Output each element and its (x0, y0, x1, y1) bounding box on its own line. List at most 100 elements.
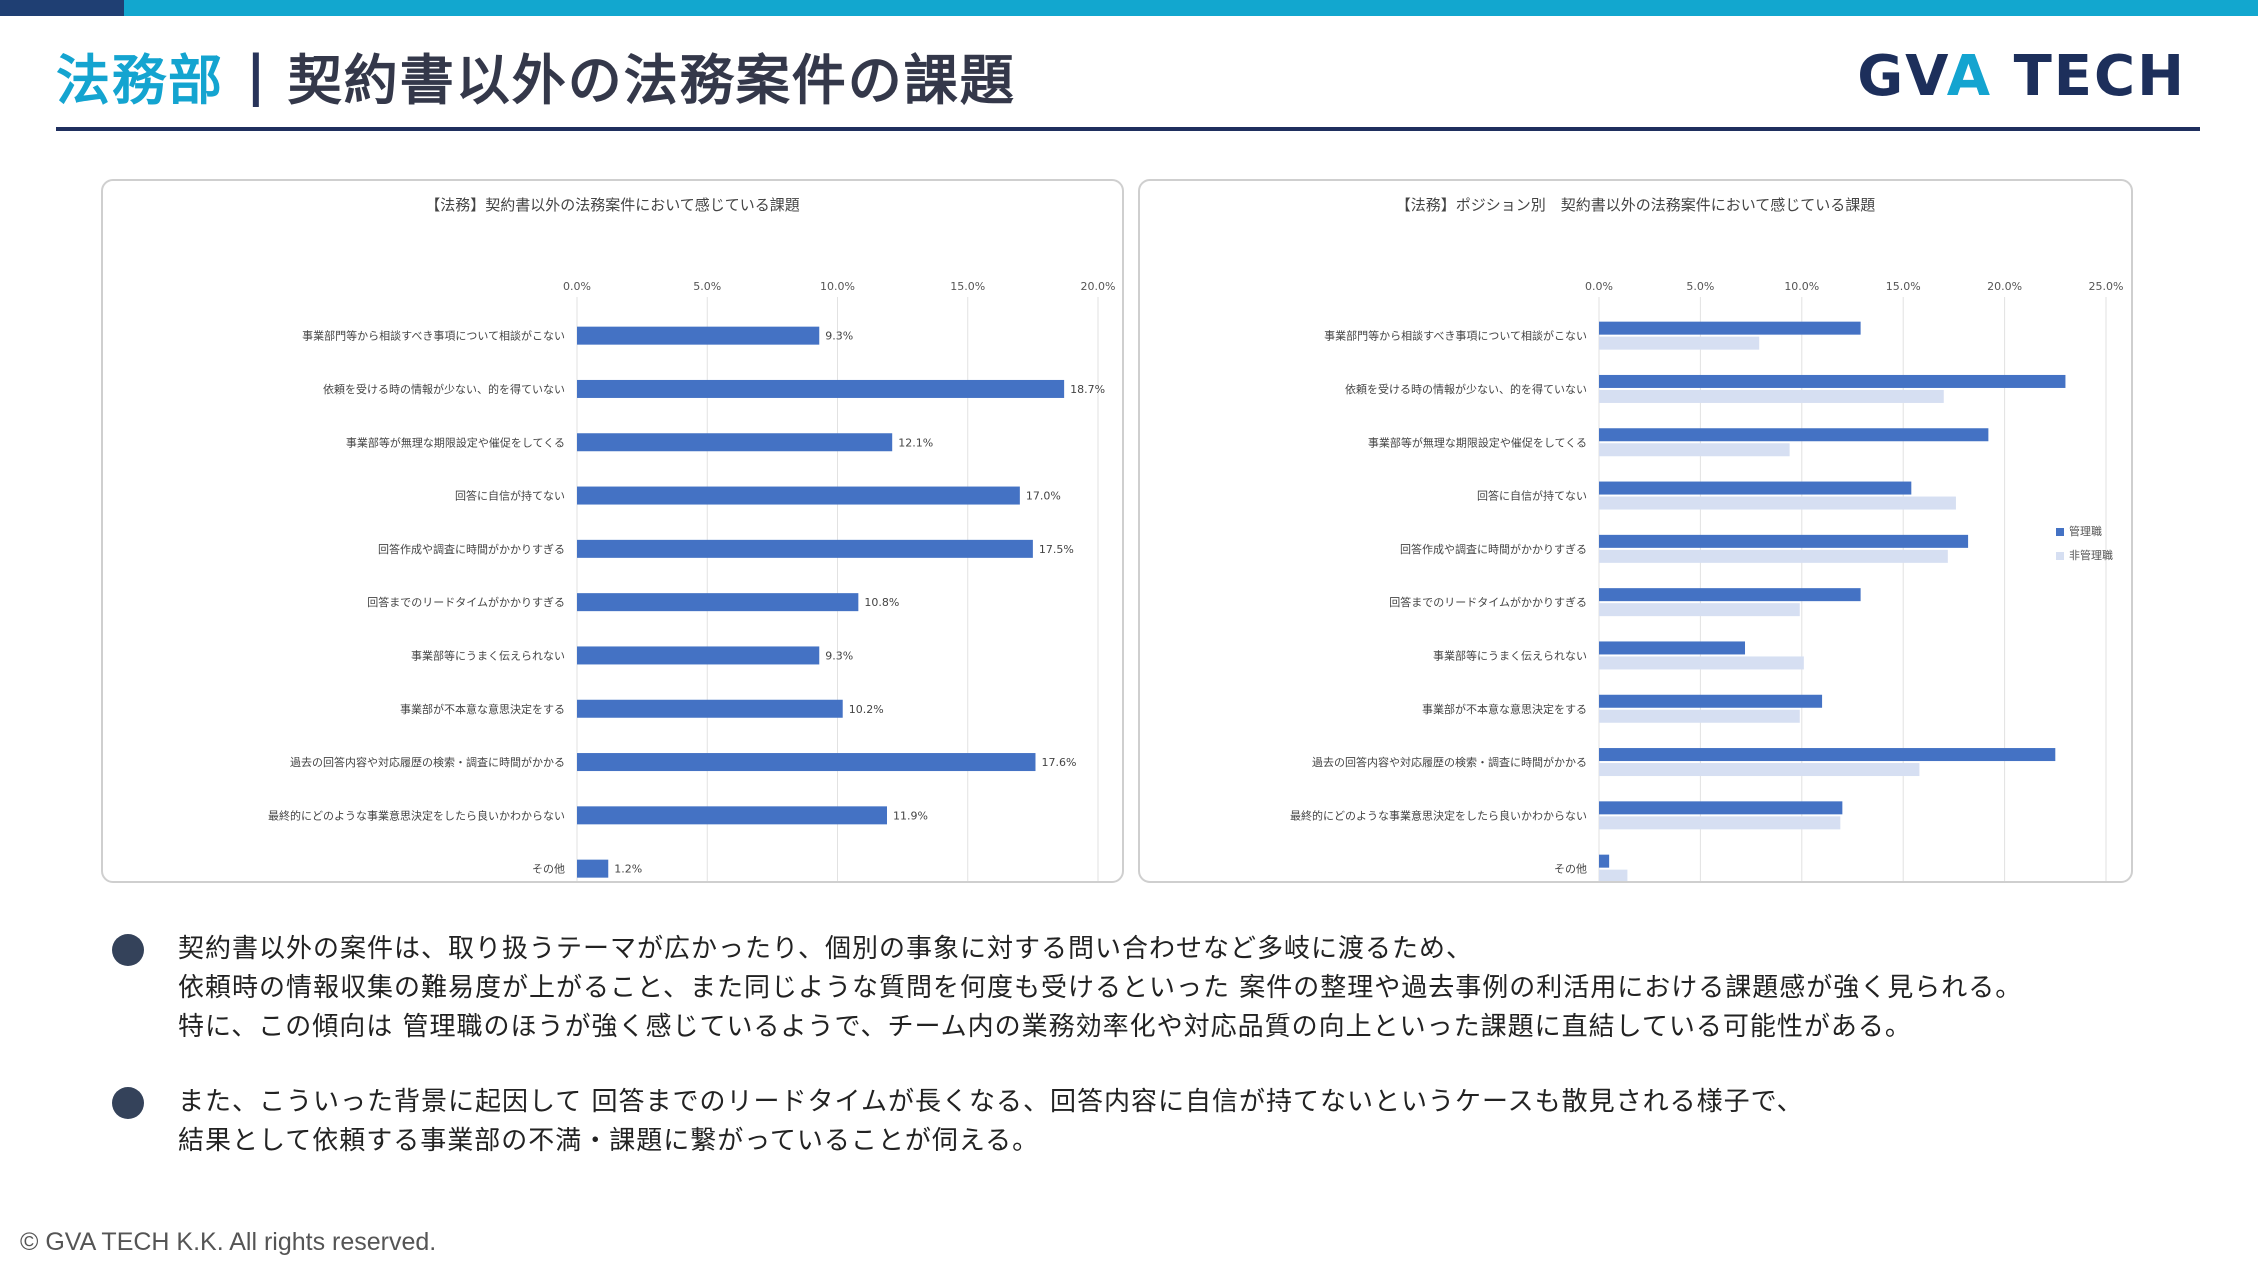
category-label: 回答に自信が持てない (455, 489, 565, 503)
bar-series-1 (1599, 588, 1861, 602)
data-label: 11.9% (893, 809, 928, 822)
data-label: 17.0% (1026, 490, 1061, 503)
bar-series-2 (1599, 763, 1920, 777)
category-label: その他 (1554, 863, 1587, 876)
category-label: 事業部門等から相談すべき事項について相談がこない (1324, 329, 1587, 343)
category-label: 依頼を受ける時の情報が少ない、的を得ていない (1345, 382, 1587, 396)
bar (577, 486, 1020, 505)
bar (577, 699, 843, 718)
x-tick-label: 15.0% (950, 280, 985, 293)
bar-series-1 (1599, 748, 2056, 762)
title-separator: | (246, 43, 266, 107)
legend-swatch (2056, 528, 2064, 536)
summary-bullets: 契約書以外の案件は、取り扱うテーマが広かったり、個別の事象に対する問い合わせなど… (108, 930, 2208, 1197)
data-label: 12.1% (898, 436, 933, 449)
bullet-dot-icon (112, 934, 144, 966)
x-tick-label: 20.0% (1081, 280, 1116, 293)
chart-overall: 【法務】契約書以外の法務案件において感じている課題 0.0% 5.0% 10.0% 15… (268, 196, 1116, 881)
legend-label: 管理職 (2069, 524, 2102, 538)
data-label: 1.2% (614, 863, 642, 876)
bullet-line: また、こういった背景に起因して 回答までのリードタイムが長くなる、回答内容に自信… (178, 1087, 1804, 1117)
bar-series-1 (1599, 694, 1823, 708)
category-label: 回答までのリードタイムがかかりすぎる (1389, 595, 1587, 609)
data-label: 10.8% (864, 596, 899, 609)
chart-title: 【法務】契約書以外の法務案件において感じている課題 (425, 196, 800, 214)
bar (577, 326, 820, 345)
data-label: 9.3% (825, 330, 853, 343)
title-underline (56, 127, 2200, 131)
category-label: 事業部等にうまく伝えられない (1433, 648, 1587, 662)
bar-series-1 (1599, 481, 1912, 495)
chart-panel-overall: 【法務】契約書以外の法務案件において感じている課題 0.0% 5.0% 10.0% 15… (101, 179, 1124, 883)
category-label: 回答作成や調査に時間がかかりすぎる (378, 542, 565, 556)
bar (577, 433, 893, 452)
chart-panel-by-position: 【法務】ポジション別 契約書以外の法務案件において感じている課題 0.0% 5.0%… (1138, 179, 2133, 883)
x-tick-label: 15.0% (1886, 280, 1921, 293)
bar-series-1 (1599, 321, 1861, 335)
bar-series-1 (1599, 801, 1843, 815)
category-label: 最終的にどのような事業意思決定をしたら良いかわからない (1290, 808, 1587, 822)
data-label: 17.5% (1039, 543, 1074, 556)
category-label: 事業部門等から相談すべき事項について相談がこない (302, 329, 565, 343)
bar-series-2 (1599, 816, 1841, 830)
x-tick-label: 0.0% (563, 280, 591, 293)
category-label: その他 (532, 863, 565, 876)
bar-series-2 (1599, 656, 1804, 670)
bar (577, 539, 1033, 558)
category-label: 回答に自信が持てない (1477, 489, 1587, 503)
data-label: 18.7% (1070, 383, 1105, 396)
bar-series-2 (1599, 709, 1800, 723)
bullet-item: また、こういった背景に起因して 回答までのリードタイムが長くなる、回答内容に自信… (108, 1083, 2208, 1161)
x-tick-label: 10.0% (1784, 280, 1819, 293)
bullet-line: 結果として依頼する事業部の不満・課題に繋がっていることが伺える。 (178, 1126, 1040, 1156)
x-tick-label: 20.0% (1987, 280, 2022, 293)
category-label: 事業部等が無理な期限設定や催促をしてくる (1368, 435, 1587, 449)
category-label: 回答までのリードタイムがかかりすぎる (367, 595, 565, 609)
bar (577, 379, 1065, 398)
bar-series-2 (1599, 389, 1944, 403)
top-accent-bar-navy (0, 0, 124, 16)
bar-series-1 (1599, 641, 1746, 655)
bar (577, 753, 1036, 772)
bullet-dot-icon (112, 1087, 144, 1119)
category-label: 事業部が不本意な意思決定をする (400, 702, 565, 716)
data-label: 17.6% (1041, 756, 1076, 769)
copyright-footer: © GVA TECH K.K. All rights reserved. (20, 1228, 437, 1256)
bullet-line: 契約書以外の案件は、取り扱うテーマが広かったり、個別の事象に対する問い合わせなど… (178, 934, 1473, 964)
bar (577, 593, 859, 612)
bar-series-2 (1599, 336, 1760, 350)
category-label: 依頼を受ける時の情報が少ない、的を得ていない (323, 382, 565, 396)
bar-series-1 (1599, 854, 1610, 868)
bar-series-2 (1599, 443, 1790, 457)
bar-series-1 (1599, 534, 1969, 548)
bar-series-2 (1599, 496, 1956, 510)
bullet-line: 依頼時の情報収集の難易度が上がること、また同じような質問を何度も受けるといった … (178, 973, 2023, 1003)
bar-series-2 (1599, 549, 1948, 563)
bar (577, 806, 887, 825)
title-department: 法務部 (56, 48, 224, 112)
bullet-line: 特に、この傾向は 管理職のほうが強く感じているようで、チーム内の業務効率化や対応… (178, 1012, 1912, 1042)
top-accent-bar (0, 0, 2258, 16)
x-tick-label: 25.0% (2089, 280, 2124, 293)
legend-swatch (2056, 552, 2064, 560)
bullet-item: 契約書以外の案件は、取り扱うテーマが広かったり、個別の事象に対する問い合わせなど… (108, 930, 2208, 1047)
gva-tech-logo: GVA TECH (1857, 44, 2186, 109)
bar-series-1 (1599, 374, 2066, 388)
category-label: 過去の回答内容や対応履歴の検索・調査に時間がかかる (290, 755, 565, 769)
chart-title: 【法務】ポジション別 契約書以外の法務案件において感じている課題 (1396, 196, 1876, 214)
category-label: 最終的にどのような事業意思決定をしたら良いかわからない (268, 808, 565, 822)
logo-part-tech: TECH (1992, 44, 2186, 109)
bar (577, 646, 820, 665)
category-label: 事業部が不本意な意思決定をする (1422, 702, 1587, 716)
bar-series-1 (1599, 428, 1989, 442)
x-tick-label: 0.0% (1585, 280, 1613, 293)
logo-part-gv: GV (1857, 44, 1947, 109)
bar (577, 859, 609, 878)
category-label: 回答作成や調査に時間がかかりすぎる (1400, 542, 1587, 556)
data-label: 10.2% (849, 703, 884, 716)
data-label: 9.3% (825, 649, 853, 662)
category-label: 事業部等が無理な期限設定や催促をしてくる (346, 435, 565, 449)
x-tick-label: 5.0% (693, 280, 721, 293)
category-label: 過去の回答内容や対応履歴の検索・調査に時間がかかる (1312, 755, 1587, 769)
x-tick-label: 5.0% (1686, 280, 1714, 293)
